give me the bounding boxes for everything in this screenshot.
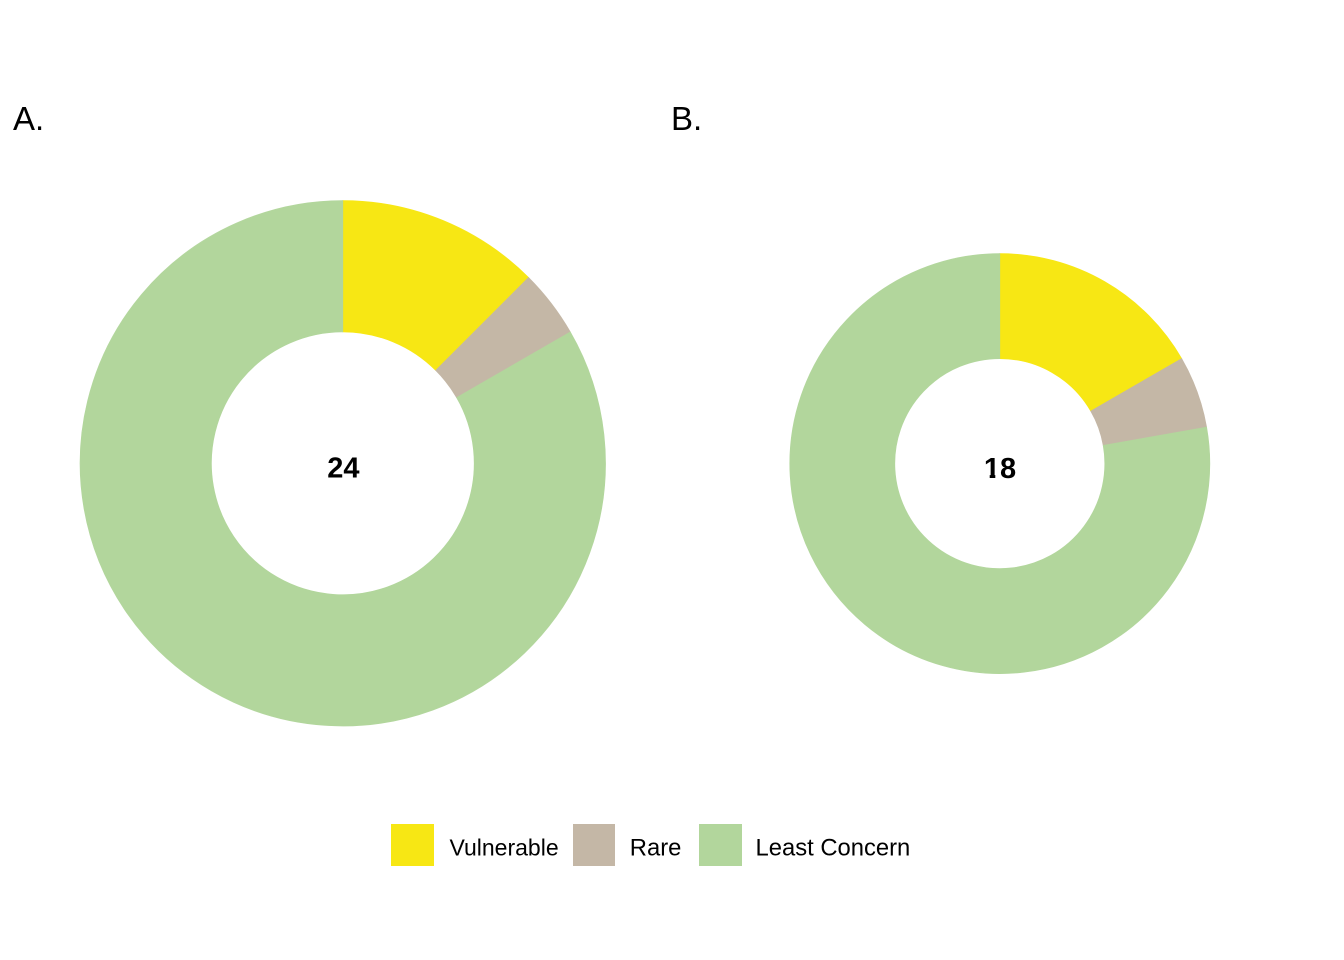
svg-text:B.: B. [671, 100, 702, 137]
svg-text:Vulnerable: Vulnerable [450, 835, 559, 861]
svg-text:24: 24 [327, 452, 359, 484]
svg-text:Rare: Rare [630, 835, 682, 862]
svg-text:A.: A. [13, 100, 44, 137]
svg-text:Least Concern: Least Concern [756, 835, 911, 862]
svg-text:18: 18 [984, 453, 1016, 485]
